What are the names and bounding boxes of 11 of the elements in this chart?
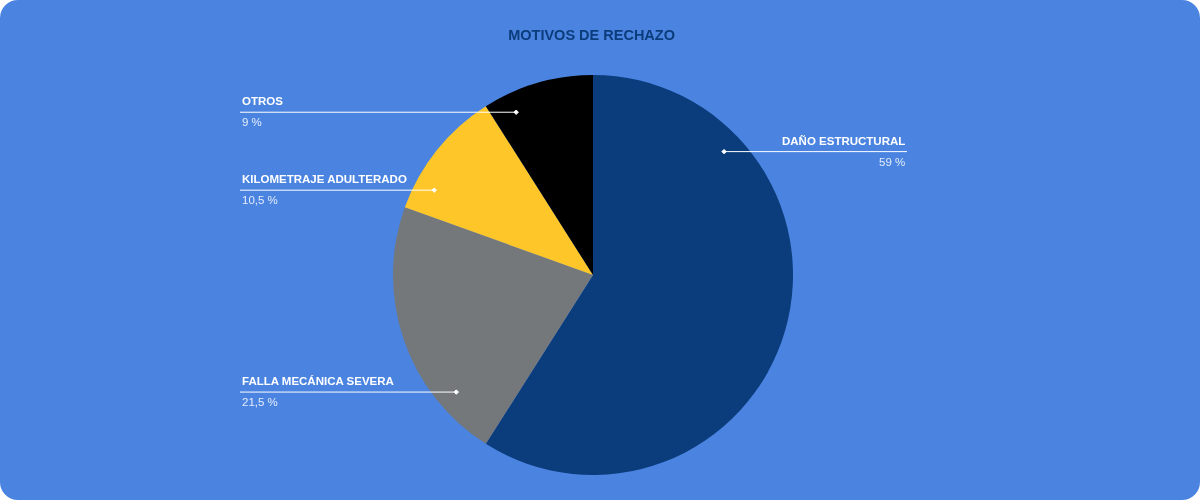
data-label: 59 %: [879, 156, 906, 168]
data-label: 10,5 %: [242, 194, 278, 206]
slice-label: FALLA MECÁNICA SEVERA: [242, 375, 394, 387]
slice-label: DAÑO ESTRUCTURAL: [782, 135, 906, 147]
chart-title: MOTIVOS DE RECHAZO: [508, 27, 675, 44]
slice-label: OTROS: [242, 95, 284, 107]
pie-slice: [393, 207, 593, 444]
slice-label: KILOMETRAJE ADULTERADO: [242, 173, 407, 185]
data-label: 21,5 %: [242, 396, 278, 408]
pie-slice: [485, 75, 593, 275]
data-label: 9 %: [242, 116, 262, 128]
